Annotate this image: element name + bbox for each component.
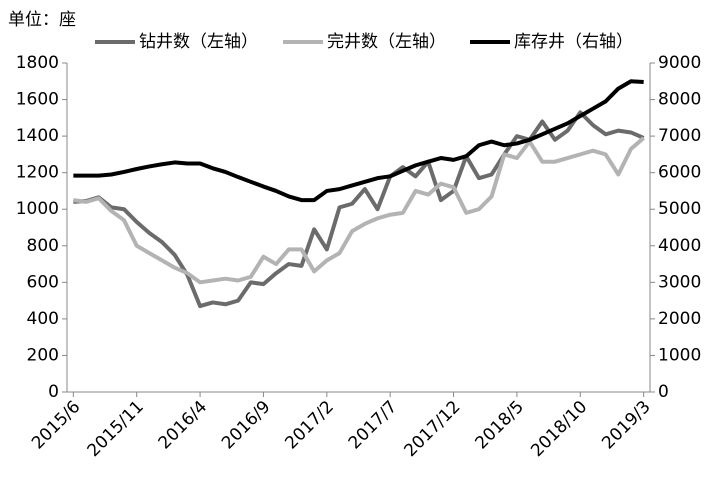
y-tick-label: 1600	[16, 90, 59, 110]
series-line	[73, 79, 644, 203]
y2-tick-label: 0	[658, 382, 669, 402]
x-tick-label: 2017/7	[345, 397, 401, 453]
x-tick-label: 2017/12	[401, 397, 465, 461]
unit-label: 单位：座	[8, 10, 76, 30]
y2-tick-label: 4000	[658, 236, 701, 256]
y2-tick-label: 5000	[658, 199, 701, 219]
y-tick-label: 800	[27, 236, 59, 256]
y2-tick-label: 8000	[658, 90, 701, 110]
y2-tick-label: 2000	[658, 309, 701, 329]
y-tick-label: 600	[27, 272, 59, 292]
x-tick-label: 2015/11	[84, 397, 148, 461]
y-tick-label: 1200	[16, 163, 59, 183]
y-tick-label: 1400	[16, 126, 59, 146]
y-tick-label: 400	[27, 309, 59, 329]
x-tick-label: 2016/4	[155, 397, 211, 453]
y-tick-label: 0	[48, 382, 59, 402]
y2-tick-label: 1000	[658, 345, 701, 365]
legend-label: 库存井（右轴）	[514, 32, 633, 52]
legend-label: 完井数（左轴）	[327, 32, 446, 52]
y2-tick-label: 6000	[658, 163, 701, 183]
series-line	[73, 110, 645, 309]
x-tick-label: 2016/9	[218, 397, 274, 453]
series-line	[73, 136, 645, 285]
x-tick-label: 2018/5	[472, 397, 528, 453]
y-tick-label: 1800	[16, 53, 59, 73]
x-tick-label: 2015/6	[28, 397, 84, 453]
y2-tick-label: 3000	[658, 272, 701, 292]
y-tick-label: 1000	[16, 199, 59, 219]
x-tick-label: 2018/10	[527, 397, 591, 461]
x-tick-label: 2017/2	[281, 397, 337, 453]
y2-tick-label: 7000	[658, 126, 701, 146]
y2-tick-label: 9000	[658, 53, 701, 73]
legend-label: 钻井数（左轴）	[139, 32, 258, 52]
y-tick-label: 200	[27, 345, 59, 365]
x-tick-label: 2019/3	[598, 397, 654, 453]
